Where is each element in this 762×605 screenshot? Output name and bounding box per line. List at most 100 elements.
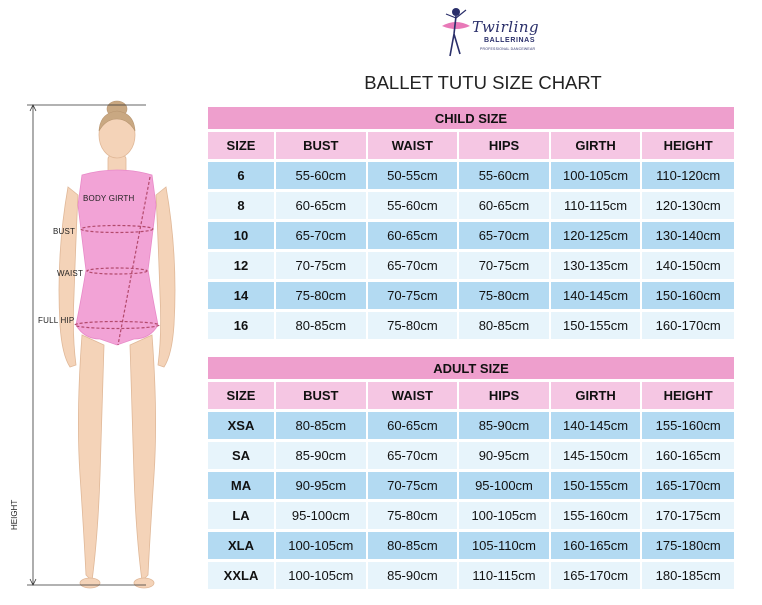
measurement-cell: 175-180cm bbox=[642, 532, 734, 562]
table-row: 8 60-65cm 55-60cm 60-65cm 110-115cm 120-130cm bbox=[208, 192, 734, 222]
size-cell: 12 bbox=[208, 252, 276, 282]
measurement-cell: 65-70cm bbox=[367, 442, 460, 472]
column-header: WAIST bbox=[367, 132, 460, 162]
table-row: XLA 100-105cm 80-85cm 105-110cm 160-165cm 175… bbox=[208, 532, 734, 562]
table-row: 14 75-80cm 70-75cm 75-80cm 140-145cm 150-160c… bbox=[208, 282, 734, 312]
column-header: GIRTH bbox=[550, 382, 643, 412]
table-row: 12 70-75cm 65-70cm 70-75cm 130-135cm 140-150c… bbox=[208, 252, 734, 282]
measurement-cell: 120-130cm bbox=[642, 192, 734, 222]
measurement-cell: 145-150cm bbox=[550, 442, 643, 472]
measurement-cell: 155-160cm bbox=[550, 502, 643, 532]
measurement-lines bbox=[74, 176, 160, 346]
measurement-cell: 150-155cm bbox=[550, 472, 643, 502]
table-row: 6 55-60cm 50-55cm 55-60cm 100-105cm 110-120cm bbox=[208, 162, 734, 192]
table-row: MA 90-95cm 70-75cm 95-100cm 150-155cm 165-170… bbox=[208, 472, 734, 502]
table-row: XSA 80-85cm 60-65cm 85-90cm 140-145cm 155-160… bbox=[208, 412, 734, 442]
measurement-cell: 105-110cm bbox=[459, 532, 551, 562]
size-cell: MA bbox=[208, 472, 276, 502]
measurement-cell: 100-105cm bbox=[276, 532, 368, 562]
measurement-cell: 100-105cm bbox=[459, 502, 551, 532]
logo-script-text: Twirling bbox=[472, 18, 540, 36]
measurement-cell: 55-60cm bbox=[367, 192, 460, 222]
measurement-cell: 80-85cm bbox=[459, 312, 551, 342]
measurement-cell: 160-170cm bbox=[642, 312, 734, 342]
table-row: 10 65-70cm 60-65cm 65-70cm 120-125cm 130-140c… bbox=[208, 222, 734, 252]
measurement-cell: 80-85cm bbox=[276, 412, 368, 442]
label-full-hip: FULL HIP bbox=[38, 316, 75, 325]
measurement-cell: 65-70cm bbox=[459, 222, 551, 252]
page-title: BALLET TUTU SIZE CHART bbox=[364, 72, 602, 93]
column-header: SIZE bbox=[208, 382, 276, 412]
child-table-heading: CHILD SIZE bbox=[208, 107, 734, 132]
measurement-cell: 95-100cm bbox=[276, 502, 368, 532]
size-cell: LA bbox=[208, 502, 276, 532]
measurement-cell: 70-75cm bbox=[367, 472, 460, 502]
label-bust: BUST bbox=[53, 227, 76, 236]
measurement-cell: 75-80cm bbox=[367, 312, 460, 342]
measurement-cell: 80-85cm bbox=[367, 532, 460, 562]
measurement-cell: 140-145cm bbox=[550, 412, 643, 442]
measurement-cell: 170-175cm bbox=[642, 502, 734, 532]
measurement-cell: 110-120cm bbox=[642, 162, 734, 192]
measurement-cell: 75-80cm bbox=[459, 282, 551, 312]
measurement-cell: 85-90cm bbox=[459, 412, 551, 442]
child-size-table: CHILD SIZE SIZE BUST WAIST HIPS GIRTH HEIGHT 6… bbox=[208, 107, 734, 342]
label-height: HEIGHT bbox=[10, 499, 19, 530]
size-cell: SA bbox=[208, 442, 276, 472]
size-cell: 10 bbox=[208, 222, 276, 252]
measurement-cell: 70-75cm bbox=[459, 252, 551, 282]
measurement-cell: 55-60cm bbox=[459, 162, 551, 192]
adult-table-body: ADULT SIZE SIZE BUST WAIST HIPS GIRTH HEIGHT X… bbox=[208, 357, 734, 592]
child-column-header-row: SIZE BUST WAIST HIPS GIRTH HEIGHT bbox=[208, 132, 734, 162]
adult-table-heading: ADULT SIZE bbox=[208, 357, 734, 382]
table-row: 16 80-85cm 75-80cm 80-85cm 150-155cm 160-170c… bbox=[208, 312, 734, 342]
brand-logo: Twirling BALLERINAS PROFESSIONAL DANCEWE… bbox=[436, 4, 540, 62]
column-header: WAIST bbox=[367, 382, 460, 412]
measurement-cell: 165-170cm bbox=[642, 472, 734, 502]
measurement-cell: 155-160cm bbox=[642, 412, 734, 442]
child-table-body: CHILD SIZE SIZE BUST WAIST HIPS GIRTH HEIGHT 6… bbox=[208, 107, 734, 342]
measurement-cell: 95-100cm bbox=[459, 472, 551, 502]
measurement-cell: 50-55cm bbox=[367, 162, 460, 192]
figure-skin bbox=[58, 111, 176, 589]
measurement-cell: 160-165cm bbox=[642, 442, 734, 472]
height-ruler bbox=[27, 104, 146, 586]
column-header: HIPS bbox=[459, 132, 551, 162]
column-header: HIPS bbox=[459, 382, 551, 412]
measurement-cell: 140-145cm bbox=[550, 282, 643, 312]
measurement-cell: 60-65cm bbox=[276, 192, 368, 222]
table-row: XXLA 100-105cm 85-90cm 110-115cm 165-170cm 18… bbox=[208, 562, 734, 592]
logo-sub-text: BALLERINAS bbox=[484, 37, 536, 44]
size-cell: 14 bbox=[208, 282, 276, 312]
size-cell: XLA bbox=[208, 532, 276, 562]
size-cell: 6 bbox=[208, 162, 276, 192]
body-measurement-figure bbox=[27, 100, 176, 589]
measurement-cell: 100-105cm bbox=[550, 162, 643, 192]
measurement-cell: 130-135cm bbox=[550, 252, 643, 282]
column-header: HEIGHT bbox=[642, 132, 734, 162]
column-header: BUST bbox=[276, 382, 368, 412]
measurement-cell: 130-140cm bbox=[642, 222, 734, 252]
label-waist: WAIST bbox=[57, 269, 84, 278]
measurement-cell: 65-70cm bbox=[367, 252, 460, 282]
measurement-cell: 90-95cm bbox=[459, 442, 551, 472]
measurement-cell: 150-155cm bbox=[550, 312, 643, 342]
measurement-cell: 55-60cm bbox=[276, 162, 368, 192]
measurement-cell: 70-75cm bbox=[276, 252, 368, 282]
table-row: LA 95-100cm 75-80cm 100-105cm 155-160cm 170-1… bbox=[208, 502, 734, 532]
measurement-cell: 110-115cm bbox=[459, 562, 551, 592]
label-body-girth: BODY GIRTH bbox=[83, 194, 135, 203]
column-header: BUST bbox=[276, 132, 368, 162]
size-cell: 16 bbox=[208, 312, 276, 342]
measurement-cell: 60-65cm bbox=[367, 222, 460, 252]
measurement-cell: 60-65cm bbox=[459, 192, 551, 222]
measurement-cell: 100-105cm bbox=[276, 562, 368, 592]
size-cell: XSA bbox=[208, 412, 276, 442]
measurement-cell: 70-75cm bbox=[367, 282, 460, 312]
figure-leotard bbox=[75, 169, 159, 346]
measurement-cell: 165-170cm bbox=[550, 562, 643, 592]
adult-column-header-row: SIZE BUST WAIST HIPS GIRTH HEIGHT bbox=[208, 382, 734, 412]
measurement-cell: 140-150cm bbox=[642, 252, 734, 282]
column-header: HEIGHT bbox=[642, 382, 734, 412]
measurement-cell: 80-85cm bbox=[276, 312, 368, 342]
